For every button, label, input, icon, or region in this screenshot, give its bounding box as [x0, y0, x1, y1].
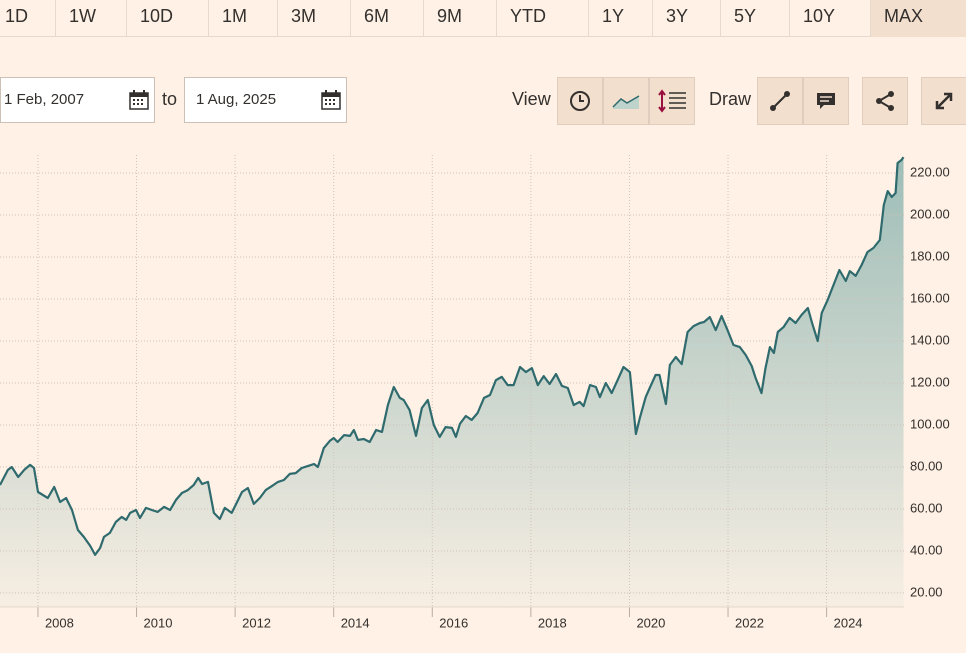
y-tick-label: 220.00 [910, 164, 950, 179]
from-date: 1 Feb, 2007 [4, 91, 85, 108]
x-tick-label: 2010 [144, 615, 173, 630]
y-tick-label: 140.00 [910, 332, 950, 347]
x-tick-label: 2024 [834, 615, 863, 630]
to-label: to [162, 89, 178, 109]
to-date: 1 Aug, 2025 [196, 91, 277, 108]
y-tick-label: 60.00 [910, 500, 943, 515]
range-tab[interactable]: 1D [0, 0, 56, 37]
x-tick-label: 2022 [735, 615, 764, 630]
line-icon [612, 95, 640, 109]
x-tick-label: 2016 [439, 615, 468, 630]
range-tab[interactable]: 10Y [790, 0, 871, 37]
line-draw-button[interactable] [757, 77, 803, 125]
range-tab[interactable]: 9M [424, 0, 497, 37]
area-fill [0, 157, 904, 607]
y-tick-label: 200.00 [910, 206, 950, 221]
share-icon [876, 91, 894, 111]
view-label: View [512, 89, 551, 109]
range-tab[interactable]: 1M [209, 0, 278, 37]
y-tick-label: 160.00 [910, 290, 950, 305]
y-tick-label: 40.00 [910, 542, 943, 557]
price-line [0, 156, 905, 556]
range-tab[interactable]: MAX [871, 0, 966, 37]
range-tab[interactable]: 10D [127, 0, 209, 37]
comment-icon [817, 93, 835, 109]
x-tick-label: 2008 [45, 615, 74, 630]
x-tick-label: 2018 [538, 615, 567, 630]
indicator-icon [658, 89, 686, 113]
x-tick-label: 2020 [636, 615, 665, 630]
pen-icon [770, 91, 790, 111]
to-date-input[interactable]: 1 Aug, 2025 [184, 77, 347, 123]
draw-label: Draw [709, 89, 752, 109]
indicator-button[interactable] [649, 77, 695, 125]
x-tick-label: 2014 [341, 615, 370, 630]
range-tabs: 1D 1W 10D 1M 3M 6M 9M YTD 1Y 3Y 5Y 10Y MAX [0, 0, 966, 37]
y-tick-label: 80.00 [910, 458, 943, 473]
clock-icon [570, 91, 590, 111]
x-tick-label: 2012 [242, 615, 271, 630]
calendar-icon [321, 90, 341, 110]
chart-type-button[interactable] [603, 77, 649, 125]
range-tab[interactable]: 3M [278, 0, 351, 37]
calendar-icon [129, 90, 149, 110]
time-button[interactable] [557, 77, 603, 125]
chart: 20.00 40.00 60.00 80.00 100.00 120.00 140.00 16… [0, 155, 950, 630]
expand-button[interactable] [921, 77, 966, 125]
range-tab[interactable]: 3Y [653, 0, 721, 37]
range-tab[interactable]: 1W [56, 0, 127, 37]
range-tab[interactable]: 5Y [721, 0, 790, 37]
from-date-input[interactable]: 1 Feb, 2007 [0, 77, 155, 123]
share-button[interactable] [862, 77, 908, 125]
y-tick-label: 120.00 [910, 374, 950, 389]
expand-icon [935, 92, 953, 110]
range-tab[interactable]: YTD [497, 0, 589, 37]
y-tick-label: 180.00 [910, 248, 950, 263]
y-tick-label: 20.00 [910, 584, 943, 599]
annotate-button[interactable] [803, 77, 849, 125]
range-tab[interactable]: 6M [351, 0, 424, 37]
range-tab[interactable]: 1Y [589, 0, 653, 37]
y-tick-label: 100.00 [910, 416, 950, 431]
